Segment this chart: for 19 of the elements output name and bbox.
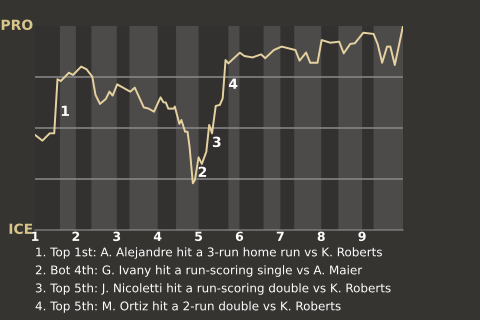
annotation: 4	[228, 78, 238, 89]
x-tick-label: 1	[32, 232, 38, 241]
text: 4. Top 5th: M. Ortiz hit a 2-run double vs K. Roberts	[36, 301, 341, 313]
text: ICE	[10, 224, 32, 234]
x-tick-label: 7	[276, 232, 284, 241]
text: 1. Top 1st: A. Alejandre hit a 3-run home run vs K. Roberts	[36, 247, 382, 259]
x-tick-label: 6	[236, 232, 244, 242]
text: PRO	[2, 20, 32, 30]
x-tick-label: 2	[72, 232, 80, 241]
annotation: 2	[198, 166, 206, 177]
x-tick-label: 5	[195, 232, 202, 242]
x-tick-label: 4	[154, 232, 162, 241]
x-tick-label: 3	[113, 232, 120, 242]
text: 3. Top 5th: J. Nicoletti hit a run-scoring double vs K. Roberts	[36, 283, 391, 295]
annotation: 3	[212, 136, 221, 148]
annotation: 1	[62, 106, 69, 116]
x-tick-label: 8	[318, 232, 325, 242]
x-tick-label: 9	[358, 232, 366, 242]
text: 2. Bot 4th: G. Ivany hit a run-scoring single vs A. Maier	[36, 265, 362, 277]
